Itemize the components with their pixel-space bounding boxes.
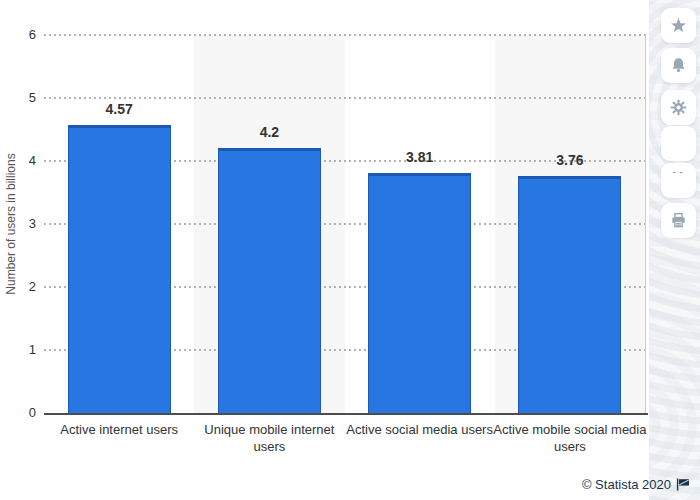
bar[interactable] [68, 125, 171, 413]
y-tick-label: 3 [0, 216, 36, 232]
plot-right-border [645, 35, 646, 413]
gridline [44, 34, 648, 36]
y-tick-label: 2 [0, 279, 36, 295]
blank-button[interactable] [661, 126, 696, 161]
x-category-label: Active internet users [37, 422, 201, 439]
bar[interactable] [518, 176, 621, 413]
gridline [44, 97, 648, 99]
quote-icon: ” [671, 172, 686, 190]
bar-value-label: 4.57 [44, 101, 194, 117]
y-tick-label: 5 [0, 90, 36, 106]
footer: © Statista 2020 [582, 477, 690, 492]
copyright-text: © Statista 2020 [582, 477, 671, 492]
y-tick-label: 0 [0, 405, 36, 421]
bar-value-label: 3.76 [495, 152, 645, 168]
notifications-button[interactable] [661, 48, 696, 83]
x-category-label: Active social media users [338, 422, 502, 439]
cite-button[interactable]: ” [661, 163, 696, 198]
y-tick-label: 4 [0, 153, 36, 169]
x-category-label: Unique mobile internet users [187, 422, 351, 456]
print-button[interactable] [661, 203, 696, 238]
settings-button[interactable] [661, 90, 696, 125]
bell-icon [670, 57, 687, 74]
flag-icon [676, 478, 690, 491]
y-tick-label: 1 [0, 342, 36, 358]
printer-icon [670, 212, 687, 229]
statista-chart-widget: Number of users in billions 01234564.57A… [0, 0, 700, 500]
bar[interactable] [218, 148, 321, 413]
favorite-button[interactable] [661, 8, 696, 43]
y-tick-label: 6 [0, 27, 36, 43]
x-category-label: Active mobile social media users [488, 422, 652, 456]
bar-value-label: 3.81 [345, 149, 495, 165]
star-icon [670, 17, 687, 34]
bar-value-label: 4.2 [194, 124, 344, 140]
x-axis-line [44, 413, 648, 415]
gear-icon [670, 99, 687, 116]
bar[interactable] [368, 173, 471, 413]
